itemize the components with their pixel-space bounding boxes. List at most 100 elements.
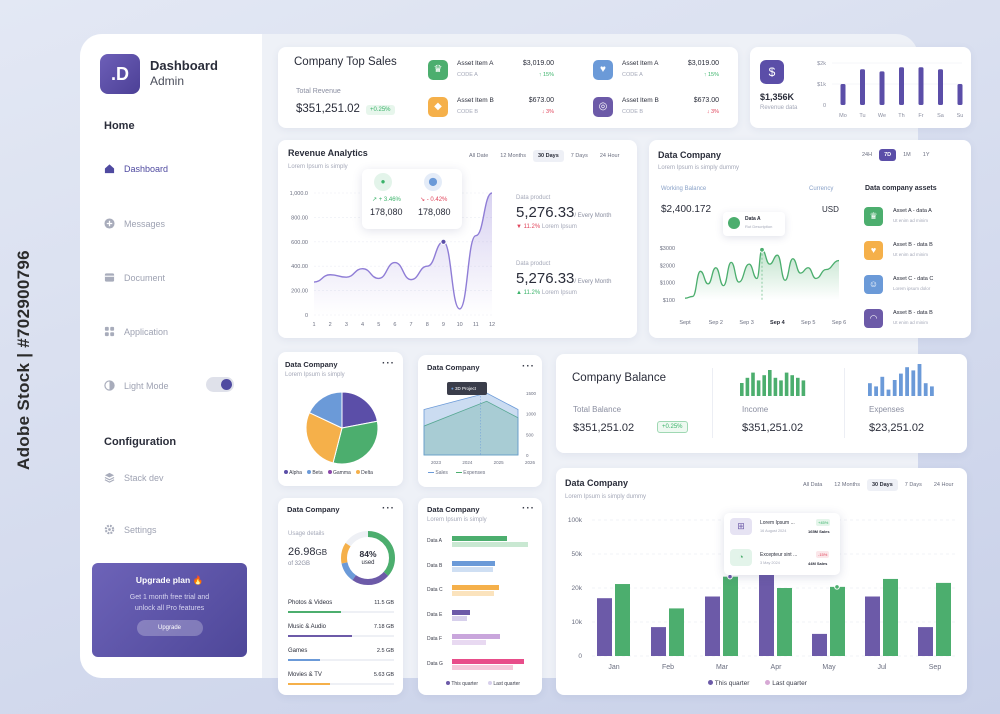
range-tab[interactable]: 7 Days xyxy=(904,482,922,488)
product-period: / Every Month xyxy=(574,213,612,219)
x-tick-label: Mo xyxy=(839,113,847,119)
more-icon[interactable]: ··· xyxy=(382,503,395,514)
logo: .D xyxy=(100,54,140,94)
range-tab[interactable]: 12 Months xyxy=(834,482,860,488)
tip-title: Excepteur sint ... xyxy=(760,552,798,558)
y-tick-label: 1,000.0 xyxy=(290,191,308,197)
revenue-mini-chart: $2k $1k 0 Mo Tu We Th Fr Sa Su xyxy=(817,61,963,119)
pie-slice xyxy=(305,412,343,464)
area-card: Data Company ··· 1500 1000 500 0 2023 2024 202… xyxy=(418,355,542,487)
range-tab[interactable]: All Date xyxy=(469,153,489,159)
asset-item[interactable]: ◠ Asset B - data B Ut enim ad minim xyxy=(864,308,964,330)
sidebar-item-messages[interactable]: Messages xyxy=(104,218,165,229)
asset-item[interactable]: ♛ Asset Item A CODE A $3,019.00 ↑ 15% xyxy=(428,58,563,82)
range-tab[interactable]: All Data xyxy=(803,482,823,488)
legend-item: Gamma xyxy=(327,470,351,476)
user-icon: ● xyxy=(374,173,392,191)
bar xyxy=(911,370,916,396)
wifi-icon: ◠ xyxy=(864,309,883,328)
total-balance-label: Total Balance xyxy=(573,405,622,414)
asset-sub: Ut enim ad minim xyxy=(893,320,929,325)
storage-item-name: Games xyxy=(288,648,308,654)
asset-value: $3,019.00 xyxy=(687,60,719,67)
more-icon[interactable]: ··· xyxy=(522,503,535,514)
upgrade-button[interactable]: Upgrade xyxy=(136,620,203,636)
bar xyxy=(801,380,806,396)
sidebar-item-application[interactable]: Application xyxy=(104,326,168,337)
usage-percent-label: used xyxy=(361,560,375,566)
asset-name: Asset B - data B xyxy=(893,310,933,316)
y-tick-label: 10k xyxy=(572,619,583,626)
asset-item[interactable]: ♥ Asset B - data B Ut enim ad minim xyxy=(864,240,964,262)
sidebar-item-document[interactable]: Document xyxy=(104,272,165,283)
asset-item[interactable]: ♥ Asset Item A CODE A $3,019.00 ↑ 15% xyxy=(593,58,728,82)
legend-label: This quarter xyxy=(451,681,478,687)
face-icon: ☺ xyxy=(864,275,883,294)
y-tick-label: 0 xyxy=(578,653,582,660)
light-mode-toggle[interactable] xyxy=(206,377,234,392)
bar xyxy=(840,84,846,105)
y-tick-label: 0 xyxy=(305,313,308,319)
range-tab[interactable]: 1Y xyxy=(922,152,930,158)
x-tick-label: 12 xyxy=(489,322,495,328)
expenses-mini-chart xyxy=(868,364,934,396)
crown-icon: ♛ xyxy=(864,207,883,226)
more-icon[interactable]: ··· xyxy=(522,361,535,372)
sidebar-item-label: Messages xyxy=(124,218,166,229)
sidebar-item-stack-dev[interactable]: Stack dev xyxy=(104,472,164,483)
sidebar-item-settings[interactable]: Settings xyxy=(104,524,157,535)
asset-item[interactable]: ◆ Asset Item B CODE B $673.00 ↓ 3% xyxy=(428,95,563,119)
data-company-title: Data Company xyxy=(658,150,722,160)
sidebar-item-label: Application xyxy=(124,326,169,337)
y-tick-label: $100 xyxy=(663,298,675,304)
range-tab[interactable]: 30 Days xyxy=(866,479,898,491)
brand-title: Dashboard xyxy=(150,58,218,73)
pie-chart xyxy=(305,391,379,465)
asset-name: Asset A - data A xyxy=(893,208,932,214)
x-tick-label: Jul xyxy=(878,664,887,671)
bar xyxy=(918,67,924,105)
target-icon: ◎ xyxy=(593,97,613,117)
working-balance-value: $2,400.172 xyxy=(661,204,712,215)
sidebar-item-dashboard[interactable]: Dashboard xyxy=(104,163,168,174)
more-icon[interactable]: ··· xyxy=(382,358,395,369)
hbar-card: Data Company Lorem Ipsum is simply ··· D… xyxy=(418,498,542,695)
sidebar-item-label: Stack dev xyxy=(124,472,164,483)
upgrade-text: unlock all Pro features xyxy=(134,605,205,612)
asset-item[interactable]: ◎ Asset Item B CODE B $673.00 ↓ 3% xyxy=(593,95,728,119)
tooltip-dot-icon xyxy=(728,217,740,229)
range-tab[interactable]: 7 Days xyxy=(570,153,588,159)
crown-icon: ♛ xyxy=(428,60,448,80)
tooltip-change: ↘ - 0.42% xyxy=(420,197,448,203)
bar xyxy=(923,383,928,396)
revenue-range-tabs: All Date 12 Months 30 Days 7 Days 24 Hour xyxy=(464,150,624,162)
bar xyxy=(880,376,885,396)
x-tick-label: We xyxy=(878,113,886,119)
range-tab[interactable]: 12 Months xyxy=(500,153,526,159)
income-label: Income xyxy=(742,405,769,414)
home-icon xyxy=(104,164,115,174)
storage-donut xyxy=(341,531,395,585)
bar-last-quarter xyxy=(936,582,951,656)
range-tab[interactable]: 24H xyxy=(862,152,873,158)
y-tick-label: 0 xyxy=(526,453,529,458)
x-tick-label: 4 xyxy=(361,322,364,328)
range-tab[interactable]: 1M xyxy=(903,152,911,158)
range-tab[interactable]: 7D xyxy=(879,149,897,161)
bar-last-quarter xyxy=(452,542,528,547)
bar-this-quarter xyxy=(651,627,666,656)
range-tab[interactable]: 24 Hour xyxy=(599,153,620,159)
x-tick-label: Sa xyxy=(937,113,945,119)
range-tab[interactable]: 24 Hour xyxy=(933,482,954,488)
asset-item[interactable]: ☺ Asset C - data C Lorem ipsum dolor xyxy=(864,274,964,296)
total-revenue-label: Total Revenue xyxy=(296,88,341,95)
x-tick-label: Tu xyxy=(859,113,865,119)
sidebar-item-label: Settings xyxy=(124,524,157,535)
product-period: / Every Month xyxy=(574,279,612,285)
sidebar-item-label: Document xyxy=(124,272,166,283)
bar-last-quarter xyxy=(452,615,468,621)
asset-item[interactable]: ♛ Asset A - data A Ut enim ad minim xyxy=(864,206,964,228)
balance-title: Company Balance xyxy=(572,372,666,384)
range-tab[interactable]: 30 Days xyxy=(532,150,564,162)
asset-change: ↓ 3% xyxy=(541,109,554,115)
